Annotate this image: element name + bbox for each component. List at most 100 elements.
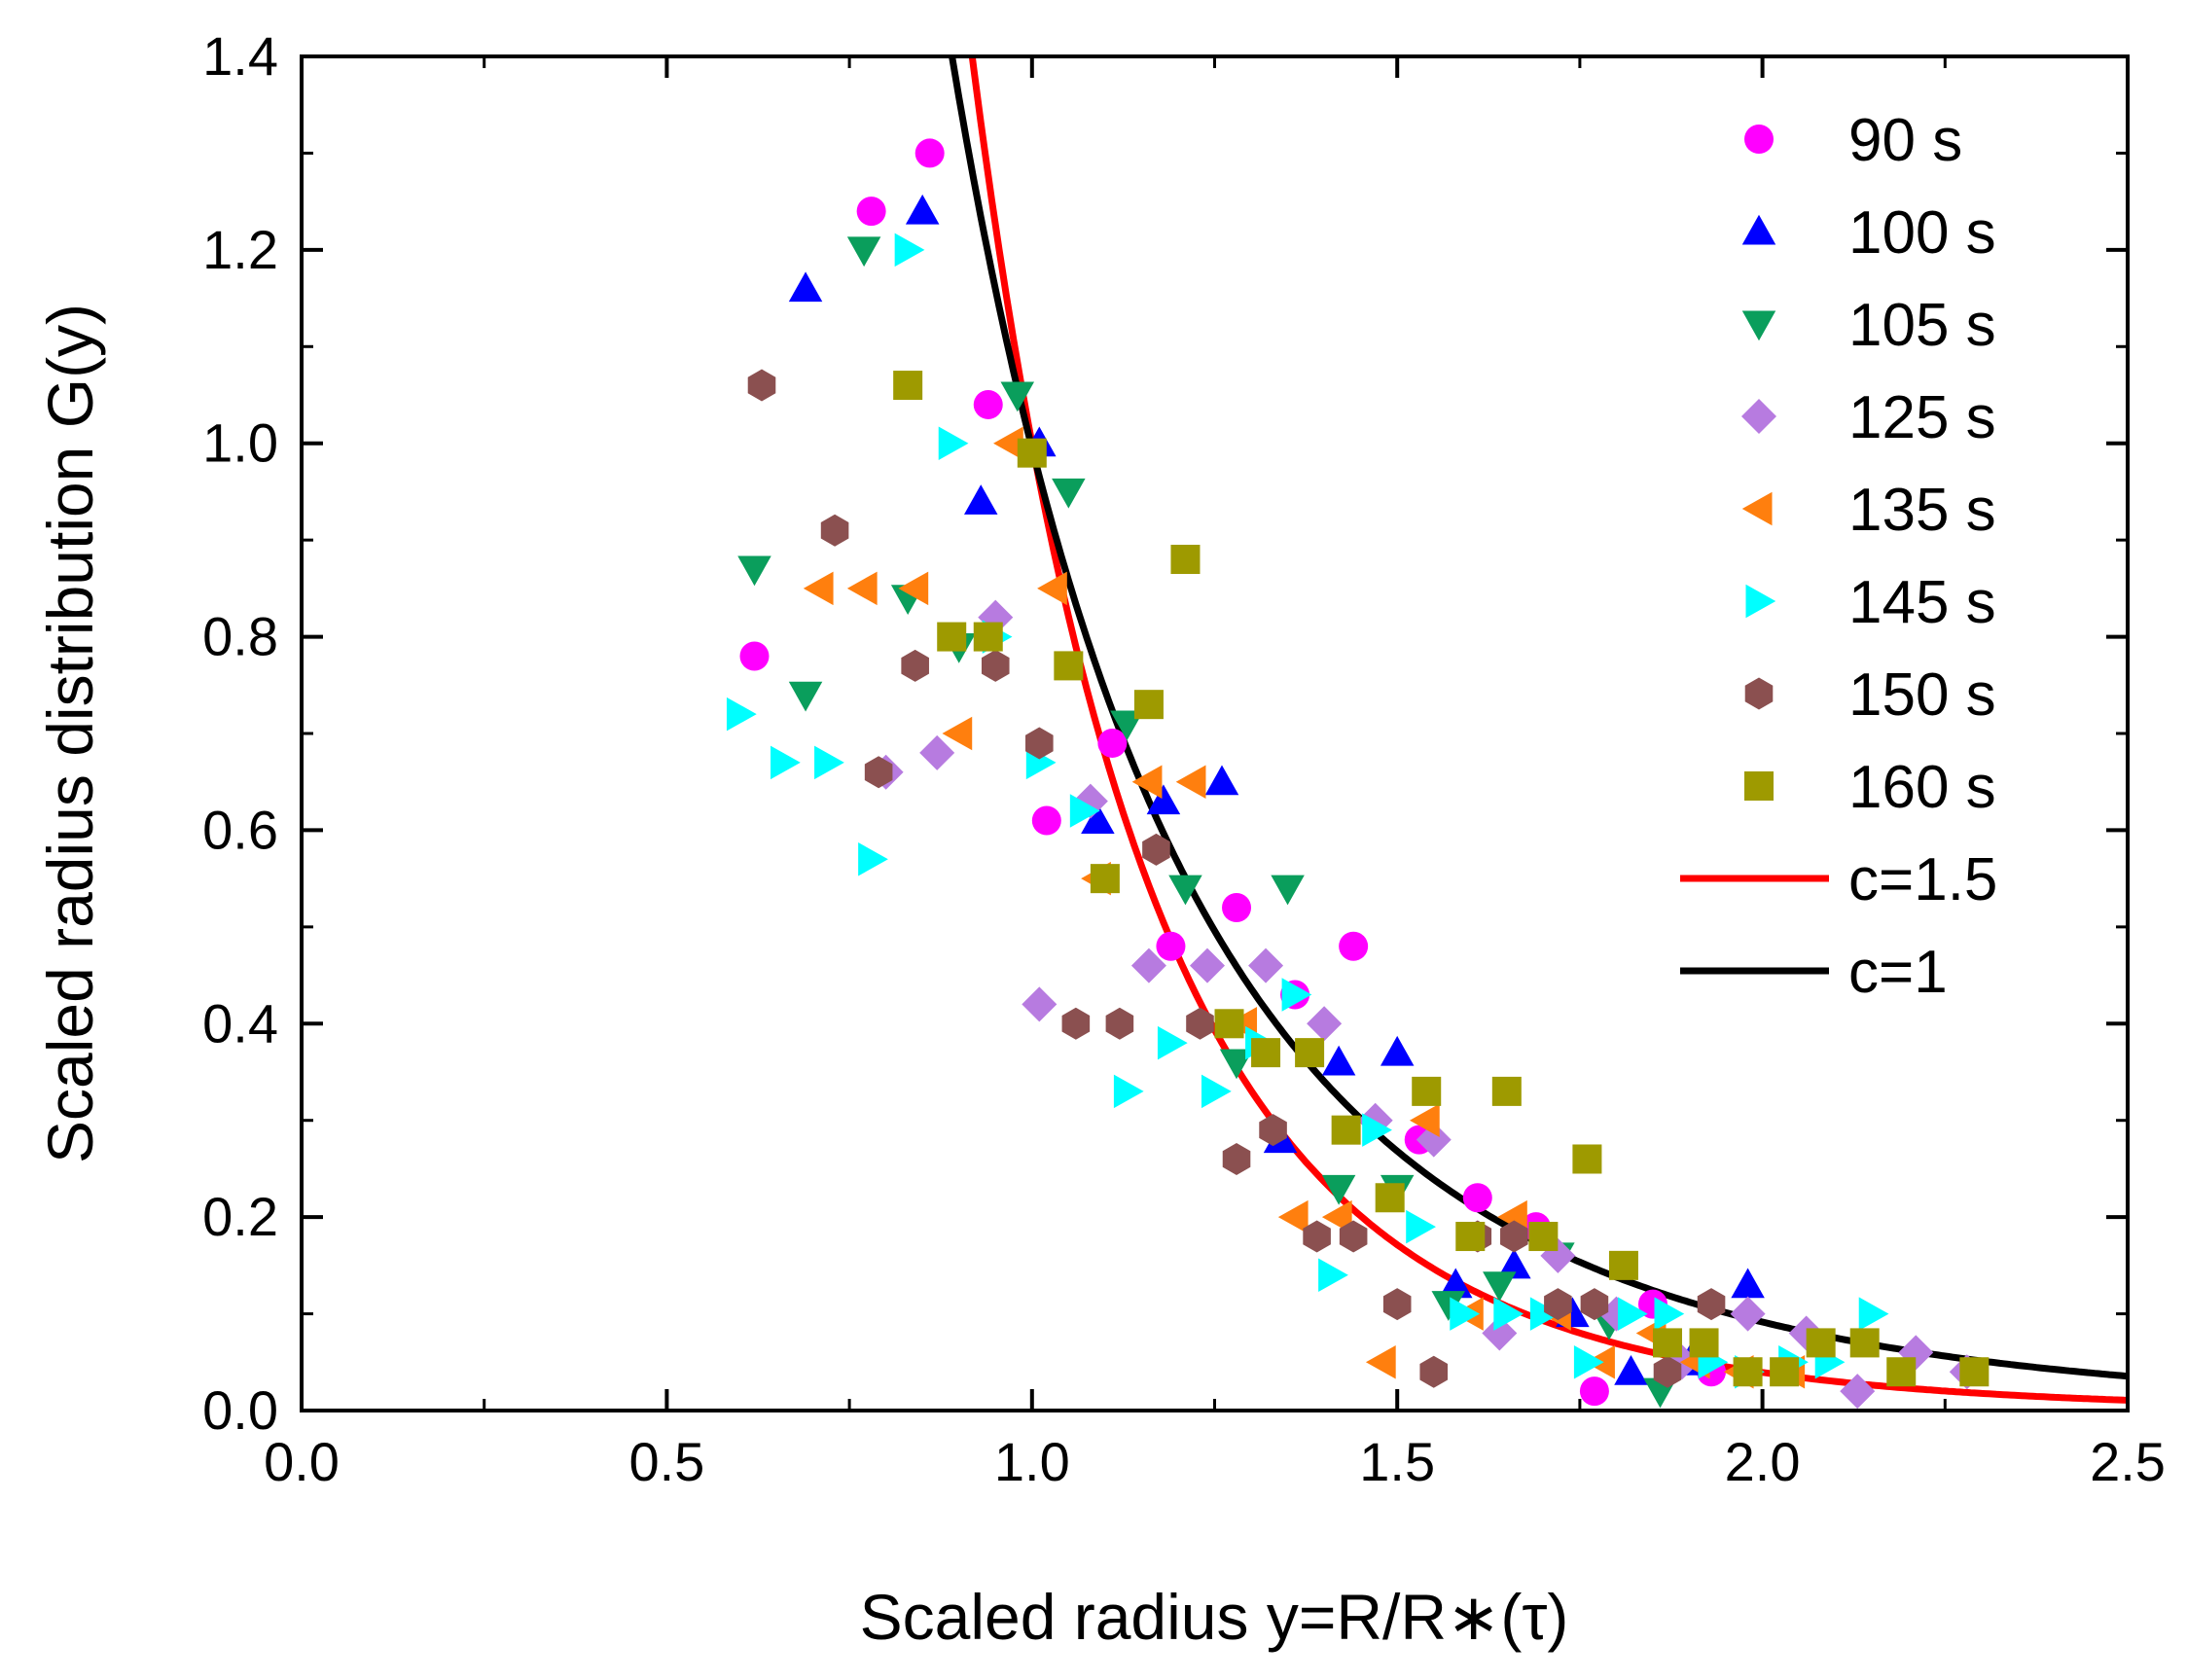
legend-marker [1741,214,1776,245]
legend-label: c=1.5 [1848,846,1997,913]
legend-label: 135 s [1848,477,1996,544]
data-point [1806,1328,1836,1358]
data-point [1097,728,1128,758]
data-point [1146,784,1181,815]
data-point [1491,1076,1522,1106]
data-point [1886,1357,1917,1387]
data-point [1375,1183,1405,1213]
data-point [1733,1357,1763,1387]
data-point [739,641,770,671]
data-point [1142,833,1170,866]
data-point [1544,1288,1572,1321]
y-tick-label: 0.2 [202,1186,278,1247]
data-point [1483,1271,1517,1302]
data-point [1259,1114,1287,1147]
data-point [1730,1296,1766,1332]
data-point [1652,1328,1682,1358]
data-point [905,194,940,225]
data-point [1170,545,1201,575]
data-point [1362,1113,1392,1147]
data-point [1439,1268,1473,1299]
data-point [1689,1328,1719,1358]
legend-label: 125 s [1848,384,1996,451]
plot-frame [300,54,2130,1412]
data-point [1130,947,1166,983]
data-point [1380,1035,1415,1066]
data-point [1617,1297,1648,1331]
data-point [1017,438,1047,468]
legend-marker [1744,771,1774,801]
data-point [1529,1297,1560,1331]
data-point [1031,805,1061,836]
data-point [1450,1297,1481,1331]
data-point [1697,1288,1726,1321]
data-point [973,389,1003,419]
data-point [973,622,1003,652]
data-point [1528,1222,1559,1252]
y-tick-label: 1.0 [202,412,278,474]
y-tick-label: 1.4 [202,25,278,87]
data-point [1653,1355,1682,1388]
data-point [981,649,1010,682]
data-point [1295,1038,1325,1068]
data-point [1277,1199,1309,1234]
data-point [820,514,849,547]
data-point [1412,1076,1442,1106]
y-tick-label: 0.6 [202,799,278,860]
data-point [1849,1328,1880,1358]
data-points [726,138,1990,1410]
data-point [1037,571,1067,606]
data-point [1222,1142,1251,1175]
legend: 90 s 100 s 105 s 125 s 135 s 145 s 150 s 160 s c… [1680,107,1997,1006]
data-point [1175,765,1206,799]
data-point [1339,931,1369,961]
series-90s [739,138,1727,1407]
data-point [1409,1103,1440,1137]
data-point [803,571,834,606]
data-point [894,232,925,268]
data-point [1204,765,1239,796]
data-point [1054,651,1084,681]
data-point [1858,1297,1889,1331]
data-point [1222,892,1252,922]
legend-label: 150 s [1848,661,1996,729]
legend-marker [1741,491,1773,526]
data-point [1189,947,1225,983]
data-point [1168,875,1202,906]
data-point [1156,931,1186,961]
data-point [1482,1315,1518,1351]
data-point [993,426,1023,460]
legend-marker [1741,310,1776,341]
data-point [1365,1345,1396,1379]
data-point [788,681,823,712]
data-point [1770,1357,1800,1387]
data-point [1614,1354,1648,1385]
legend-label: 90 s [1848,107,1962,174]
x-tick-label: 1.5 [1359,1431,1435,1492]
data-point [864,756,893,789]
data-point [1497,1248,1531,1279]
data-point [1608,1250,1638,1280]
data-point [1022,986,1058,1022]
series-125s [868,599,1985,1410]
data-point [1331,1115,1361,1145]
data-point [1573,1345,1604,1379]
data-point [1462,1183,1492,1213]
x-tick-label: 2.5 [2090,1431,2166,1492]
data-point [1052,478,1086,509]
data-point [1214,1009,1244,1039]
legend-label: 145 s [1848,569,1996,636]
legend-label: 100 s [1848,199,1996,267]
data-point [1431,1291,1466,1321]
data-point [1654,1297,1685,1331]
series-160s [893,371,1990,1387]
data-point [1248,947,1284,983]
data-point [914,138,945,168]
x-tick-label: 0.5 [628,1431,704,1492]
data-point [846,571,878,606]
data-point [1318,1258,1348,1293]
data-point [1090,864,1120,894]
legend-label: 160 s [1848,754,1996,821]
series-100s [788,194,1765,1385]
